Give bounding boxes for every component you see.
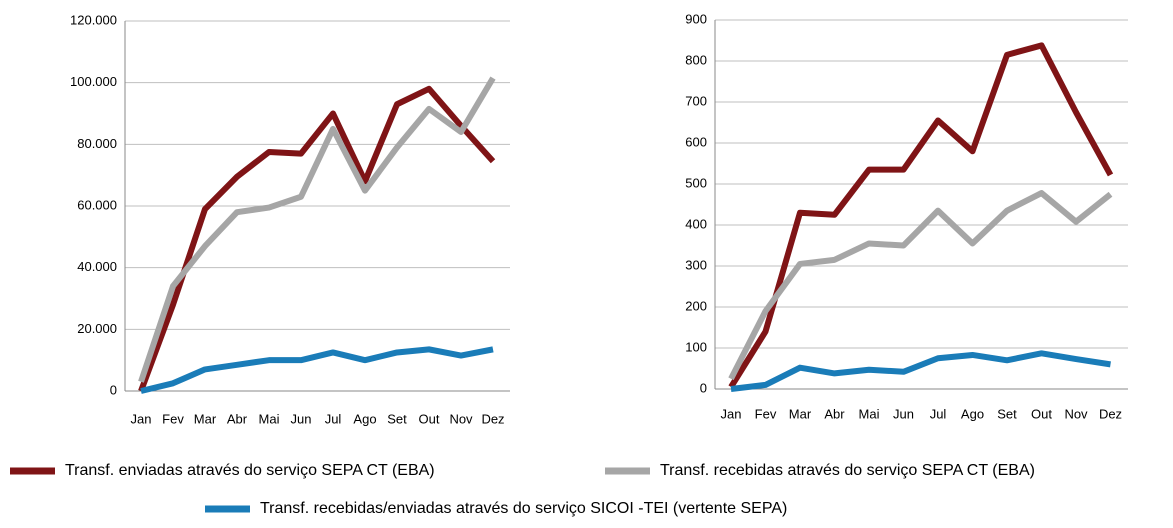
y-tick-label: 0	[700, 380, 707, 395]
x-tick-label: Mai	[859, 406, 880, 421]
x-tick-label: Jun	[893, 406, 914, 421]
x-tick-label: Ago	[961, 406, 984, 421]
x-tick-label: Ago	[353, 411, 376, 426]
series-line	[138, 85, 496, 393]
y-tick-label: 400	[685, 216, 707, 231]
x-tick-label: Nov	[1064, 406, 1088, 421]
y-tick-label: 500	[685, 175, 707, 190]
x-tick-label: Fev	[755, 406, 777, 421]
series-line	[728, 190, 1113, 381]
series-line	[140, 346, 494, 394]
x-tick-label: Abr	[227, 411, 248, 426]
x-tick-label: Mai	[259, 411, 280, 426]
x-tick-label: Set	[387, 411, 407, 426]
x-tick-label: Nov	[449, 411, 473, 426]
x-tick-label: Jul	[325, 411, 342, 426]
x-tick-label: Out	[1031, 406, 1052, 421]
y-tick-label: 40.000	[77, 259, 117, 274]
series-line	[730, 350, 1111, 392]
legend-label: Transf. recebidas através do serviço SEP…	[660, 462, 1035, 479]
x-tick-label: Jan	[131, 411, 152, 426]
y-tick-label: 120.000	[70, 12, 117, 27]
x-tick-label: Fev	[162, 411, 184, 426]
y-tick-label: 900	[685, 11, 707, 26]
x-tick-label: Jan	[721, 406, 742, 421]
y-tick-label: 700	[685, 93, 707, 108]
x-tick-label: Jun	[291, 411, 312, 426]
x-tick-label: Mar	[194, 411, 217, 426]
y-tick-label: 600	[685, 134, 707, 149]
y-tick-label: 100	[685, 339, 707, 354]
legend-label: Transf. enviadas através do serviço SEPA…	[65, 462, 435, 479]
legend-label: Transf. recebidas/enviadas através do se…	[260, 500, 787, 517]
series-line	[138, 76, 496, 383]
y-tick-label: 20.000	[77, 321, 117, 336]
y-tick-label: 0	[110, 382, 117, 397]
x-tick-label: Abr	[824, 406, 845, 421]
y-tick-label: 100.000	[70, 74, 117, 89]
x-tick-label: Mar	[789, 406, 812, 421]
series-line	[728, 42, 1114, 389]
x-tick-label: Dez	[481, 411, 504, 426]
x-tick-label: Dez	[1099, 406, 1122, 421]
y-tick-label: 300	[685, 257, 707, 272]
x-tick-label: Out	[419, 411, 440, 426]
y-tick-label: 800	[685, 52, 707, 67]
x-tick-label: Set	[997, 406, 1017, 421]
y-tick-label: 200	[685, 298, 707, 313]
x-tick-label: Jul	[930, 406, 947, 421]
y-tick-label: 80.000	[77, 136, 117, 151]
y-tick-label: 60.000	[77, 197, 117, 212]
